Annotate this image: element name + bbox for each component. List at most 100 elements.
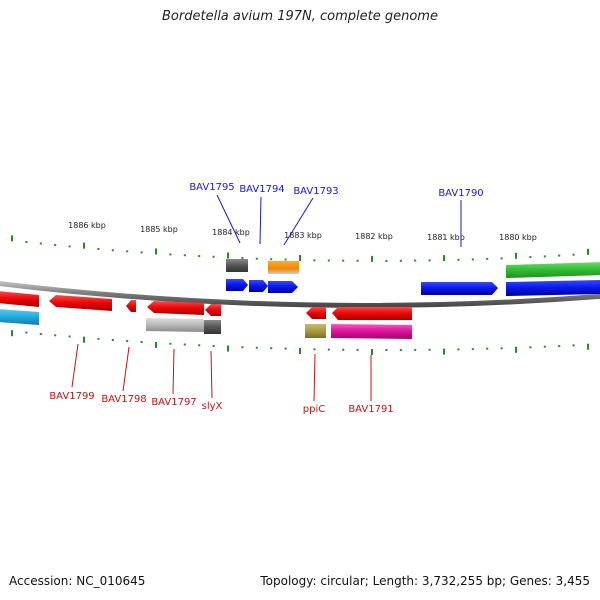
minor-tick xyxy=(414,348,417,351)
major-tick xyxy=(371,255,373,262)
minor-tick xyxy=(356,259,359,262)
minor-tick xyxy=(543,345,546,348)
cds-bav1794-arrow[interactable] xyxy=(249,280,268,292)
minor-tick xyxy=(25,331,28,334)
minor-tick xyxy=(558,254,561,257)
minor-tick xyxy=(126,340,129,342)
minor-tick xyxy=(486,347,489,350)
minor-tick xyxy=(270,258,273,261)
gray-feature-block[interactable] xyxy=(146,318,204,332)
gene-label-bav1795[interactable]: BAV1795 xyxy=(189,182,234,193)
leader-line-bav1795 xyxy=(216,194,241,244)
minor-tick xyxy=(169,253,172,256)
gene-label-slyx[interactable]: slyX xyxy=(202,401,223,412)
minor-tick xyxy=(212,255,215,258)
gene-label-ppic[interactable]: ppiC xyxy=(303,404,325,415)
major-tick xyxy=(299,255,301,261)
magenta-feature-block[interactable] xyxy=(331,324,412,339)
accession-text: Accession: NC_010645 xyxy=(9,574,146,588)
page-title: Bordetella avium 197N, complete genome xyxy=(162,9,438,24)
minor-tick xyxy=(39,333,42,335)
outer-tick-row xyxy=(11,235,589,262)
major-tick xyxy=(11,330,13,337)
major-tick xyxy=(515,252,517,259)
dark-gray-small-feature-block[interactable] xyxy=(204,320,221,334)
cyan-feature-block[interactable] xyxy=(0,309,39,325)
scale-label-1883: 1883 kbp xyxy=(284,231,322,240)
cds-bav1790-arrow[interactable] xyxy=(421,282,498,295)
cds-blue-right-edge-arrow[interactable] xyxy=(506,280,600,296)
minor-tick xyxy=(399,259,402,262)
minor-tick xyxy=(313,348,316,351)
major-tick xyxy=(587,343,589,350)
minor-tick xyxy=(284,258,287,261)
minor-tick xyxy=(198,344,201,347)
major-tick xyxy=(83,336,85,343)
minor-tick xyxy=(486,257,489,260)
gene-label-bav1790[interactable]: BAV1790 xyxy=(438,188,483,199)
minor-tick xyxy=(414,259,417,262)
leader-line-ppic xyxy=(313,353,316,402)
major-tick xyxy=(227,252,229,259)
scale-label-1886: 1886 kbp xyxy=(68,221,106,230)
minor-tick xyxy=(342,348,345,351)
gene-label-bav1794[interactable]: BAV1794 xyxy=(239,184,284,195)
cds-bav1798-arrow[interactable] xyxy=(126,300,136,312)
minor-tick xyxy=(500,347,503,350)
minor-tick xyxy=(126,250,129,253)
leader-line-bav1797 xyxy=(172,348,175,395)
minor-tick xyxy=(399,349,402,351)
minor-tick xyxy=(313,259,316,262)
major-tick xyxy=(443,348,445,355)
cds-bav1791-arrow[interactable] xyxy=(332,307,412,320)
minor-tick xyxy=(68,335,71,338)
minor-tick xyxy=(111,249,114,252)
cds-bav1793-arrow[interactable] xyxy=(268,281,298,293)
minor-tick xyxy=(572,253,575,256)
minor-tick xyxy=(183,343,186,346)
minor-tick xyxy=(270,347,273,350)
minor-tick xyxy=(198,255,201,258)
major-tick xyxy=(371,349,373,355)
minor-tick xyxy=(327,259,330,262)
genome-backbone xyxy=(0,281,600,308)
minor-tick xyxy=(241,346,244,349)
gene-label-bav1797[interactable]: BAV1797 xyxy=(151,397,196,408)
gene-label-bav1799[interactable]: BAV1799 xyxy=(49,391,94,402)
gene-label-bav1791[interactable]: BAV1791 xyxy=(348,404,393,415)
minor-tick xyxy=(428,259,431,262)
scale-label-1880: 1880 kbp xyxy=(499,233,537,242)
olive-feature-block[interactable] xyxy=(305,324,326,338)
minor-tick xyxy=(572,344,575,347)
scale-label-1882: 1882 kbp xyxy=(355,232,393,241)
minor-tick xyxy=(558,345,561,348)
green-feature-block[interactable] xyxy=(506,262,600,278)
minor-tick xyxy=(68,245,71,248)
gene-label-bav1798[interactable]: BAV1798 xyxy=(101,394,146,405)
minor-tick xyxy=(183,254,186,257)
cds-red-left-edge-arrow[interactable] xyxy=(0,291,39,307)
minor-tick xyxy=(255,346,258,349)
gene-label-bav1793[interactable]: BAV1793 xyxy=(293,186,338,197)
minor-tick xyxy=(529,346,532,349)
major-tick xyxy=(155,248,157,255)
cds-ppic-arrow[interactable] xyxy=(306,307,326,319)
scale-label-1881: 1881 kbp xyxy=(427,233,465,242)
orange-feature-block[interactable] xyxy=(268,261,299,274)
minor-tick xyxy=(385,259,388,262)
minor-tick xyxy=(543,255,546,258)
cds-bav1799-arrow[interactable] xyxy=(49,295,112,311)
minor-tick xyxy=(356,348,359,351)
cds-slyx-arrow[interactable] xyxy=(205,304,221,316)
minor-tick xyxy=(327,348,330,351)
cds-bav1795-arrow[interactable] xyxy=(226,279,248,291)
minor-tick xyxy=(97,248,100,250)
cds-bav1797-arrow[interactable] xyxy=(147,301,204,315)
leader-line-bav1794 xyxy=(259,196,262,245)
major-tick xyxy=(83,242,85,249)
dark-gray-feature-block[interactable] xyxy=(226,259,248,272)
minor-tick xyxy=(54,244,57,246)
minor-tick xyxy=(97,337,100,340)
